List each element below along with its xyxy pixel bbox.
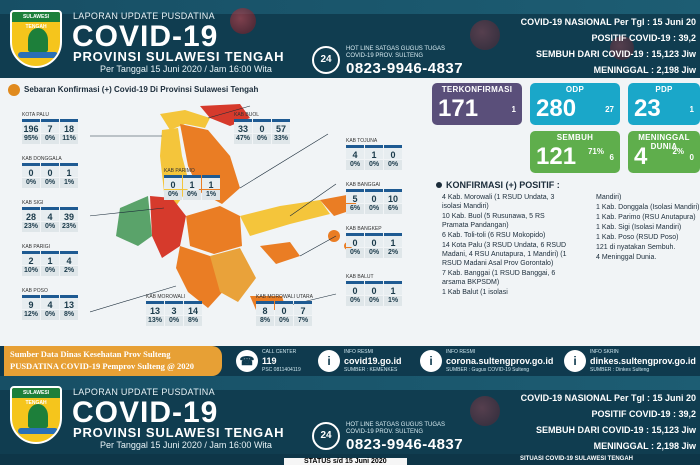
report-title: COVID-19	[72, 20, 219, 53]
info-icon: i	[318, 350, 340, 372]
footer-strip: Sumber Data Dinas Kesehatan Prov Sulteng…	[0, 346, 700, 376]
card-odp: ODP 280 27	[530, 83, 620, 125]
card-terkonfirmasi: TERKONFIRMASI 171 1	[432, 83, 522, 125]
district-box: KAB POSO 9 4 13 12% 0% 8%	[22, 288, 78, 320]
clock-24-icon: 24	[312, 422, 340, 450]
location-pin-icon	[8, 84, 20, 96]
district-box: KAB MOROWALI 13 3 14 13% 0% 8%	[146, 294, 202, 326]
card-sembuh: SEMBUH 121 71% 6	[530, 131, 620, 173]
report-subtitle: LAPORAN UPDATE PUSDATINA	[73, 11, 215, 21]
clock-24-icon: 24	[312, 46, 340, 74]
second-banner: SULAWESI TENGAH LAPORAN UPDATE PUSDATINA…	[0, 376, 700, 454]
top-banner: SULAWESI TENGAH LAPORAN UPDATE PUSDATINA…	[0, 0, 700, 78]
phone-icon: ☎	[236, 350, 258, 372]
situation-label: SITUASI COVID-19 SULAWESI TENGAH	[520, 456, 634, 462]
main-panel: Sebaran Konfirmasi (+) Covid-19 Di Provi…	[0, 78, 700, 346]
province-logo: SULAWESI TENGAH	[10, 386, 62, 444]
map-heading: Sebaran Konfirmasi (+) Covid-19 Di Provi…	[8, 84, 258, 96]
district-box: KAB SIGI 28 4 39 23% 0% 23%	[22, 200, 78, 232]
district-box: KOTA PALU 196 7 18 95% 0% 11%	[22, 112, 78, 144]
konfirmasi-heading: KONFIRMASI (+) POSITIF :	[436, 180, 700, 190]
info-icon: i	[564, 350, 586, 372]
status-label: STATUS s/d 15 Juni 2020	[284, 458, 407, 465]
national-summary: COVID-19 NASIONAL Per Tgl : 15 Juni 20 P…	[520, 393, 696, 451]
province-name: PROVINSI SULAWESI TENGAH	[73, 49, 285, 64]
province-logo: SULAWESI TENGAH	[10, 10, 62, 68]
hotline-number: 0823-9946-4837	[346, 60, 464, 77]
card-pdp: PDP 23 1	[628, 83, 700, 125]
district-box: KAB BUOL 33 0 57 47% 0% 33%	[234, 112, 290, 144]
konfirmasi-list-left: 4 Kab. Morowali (1 RSUD Undata, 3 isolas…	[442, 194, 567, 296]
district-box: KAB BANGGAI 5 0 10 6% 0% 6%	[346, 182, 402, 214]
info-icon: i	[420, 350, 442, 372]
report-date: Per Tanggal 15 Juni 2020 / Jam 16:00 Wit…	[100, 64, 272, 74]
national-summary: COVID-19 NASIONAL Per Tgl : 15 Juni 20 P…	[520, 17, 696, 75]
konfirmasi-list-right: Mandiri) 1 Kab. Donggala (Isolasi Mandir…	[596, 194, 700, 261]
konfirmasi-section: KONFIRMASI (+) POSITIF : 4 Kab. Morowali…	[432, 180, 700, 340]
data-source: Sumber Data Dinas Kesehatan Prov Sulteng…	[4, 346, 222, 376]
card-meninggal: MENINGGAL DUNIA 4 2% 0	[628, 131, 700, 173]
